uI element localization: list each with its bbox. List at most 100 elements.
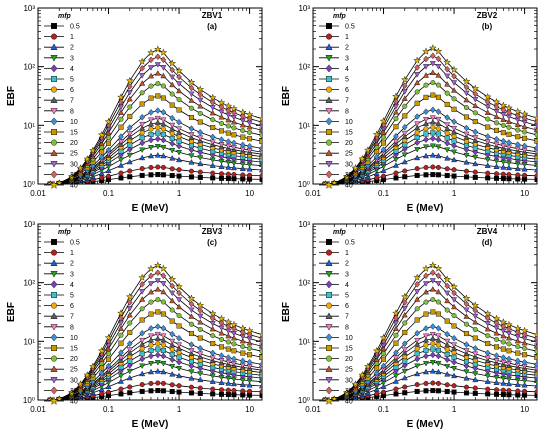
legend-label: 25 <box>70 367 78 374</box>
data-point <box>245 110 254 119</box>
data-point <box>154 278 161 284</box>
x-tick-label: 0.01 <box>305 189 321 198</box>
data-point <box>188 362 195 370</box>
data-point <box>160 388 166 394</box>
data-point <box>423 108 429 116</box>
data-point <box>435 311 441 317</box>
data-point <box>155 53 161 60</box>
data-point <box>520 326 529 335</box>
data-point <box>240 172 246 178</box>
data-point <box>500 122 506 128</box>
data-point <box>139 125 146 131</box>
data-point <box>485 333 491 339</box>
legend-label: 40 <box>70 183 78 190</box>
data-point <box>240 134 246 140</box>
data-point <box>429 143 436 149</box>
data-point <box>155 125 161 131</box>
data-point <box>139 64 145 72</box>
data-point <box>413 273 422 281</box>
data-point <box>155 297 161 303</box>
data-point <box>210 333 216 339</box>
data-point <box>126 374 133 381</box>
legend-marker <box>325 333 333 342</box>
data-point <box>472 376 479 383</box>
data-point <box>392 92 400 100</box>
data-point <box>472 326 478 332</box>
data-point <box>435 72 442 78</box>
data-point <box>435 342 441 348</box>
data-point <box>462 77 471 85</box>
data-point <box>401 368 408 375</box>
data-point <box>429 286 436 292</box>
data-point <box>423 388 429 394</box>
y-axis-label: EBF <box>281 86 292 106</box>
data-point <box>401 89 408 95</box>
data-point <box>169 155 176 161</box>
data-point <box>160 299 166 305</box>
data-point <box>259 132 262 138</box>
legend-label: 0.5 <box>70 24 80 31</box>
data-point <box>485 341 491 347</box>
data-point <box>500 137 507 145</box>
data-point <box>126 124 133 131</box>
data-point <box>423 299 429 305</box>
data-point <box>148 152 154 159</box>
data-point <box>89 362 97 370</box>
data-point <box>259 339 262 346</box>
legend-marker <box>51 23 58 30</box>
data-point <box>225 354 232 361</box>
data-point <box>414 139 420 146</box>
legend-label: 40 <box>70 399 78 406</box>
data-point <box>521 339 528 346</box>
data-point <box>259 156 262 162</box>
data-point <box>451 156 458 163</box>
data-point <box>500 387 506 393</box>
data-point <box>484 162 491 168</box>
data-point <box>522 135 528 141</box>
data-point <box>117 162 124 168</box>
data-point <box>514 381 521 387</box>
data-point <box>472 174 478 180</box>
data-point <box>126 90 133 96</box>
legend-label: 3 <box>345 271 349 278</box>
data-point <box>393 332 399 338</box>
data-point <box>463 114 469 120</box>
legend-marker <box>325 259 333 266</box>
legend-marker <box>325 161 333 168</box>
data-point <box>534 361 537 368</box>
data-point <box>423 333 429 340</box>
data-point <box>521 358 528 366</box>
data-point <box>139 355 145 363</box>
legend-label: 35 <box>345 388 353 395</box>
data-point <box>534 389 537 395</box>
data-point <box>231 348 237 354</box>
data-point <box>430 124 436 130</box>
data-point <box>494 391 500 397</box>
data-point <box>259 382 262 389</box>
legend-marker <box>324 180 334 189</box>
data-point <box>444 65 451 73</box>
data-point <box>83 155 92 163</box>
legend-marker <box>50 170 58 179</box>
data-point <box>231 132 237 138</box>
legend-marker <box>326 23 333 30</box>
data-point <box>210 175 216 181</box>
data-point <box>435 336 442 343</box>
y-tick-label: 10³ <box>298 4 310 13</box>
legend-marker <box>50 365 58 372</box>
data-point <box>429 368 436 374</box>
legend-label: 30 <box>345 377 353 384</box>
data-point <box>494 344 500 350</box>
data-point <box>197 385 203 391</box>
data-point <box>159 48 168 56</box>
data-point <box>444 356 451 363</box>
legend-label: 10 <box>345 335 353 342</box>
data-point <box>176 323 182 329</box>
data-point <box>148 311 154 317</box>
data-point <box>484 315 491 322</box>
data-point <box>402 174 408 180</box>
data-point <box>402 138 408 144</box>
data-point <box>188 390 194 396</box>
data-point <box>117 157 124 163</box>
data-point <box>197 174 203 180</box>
